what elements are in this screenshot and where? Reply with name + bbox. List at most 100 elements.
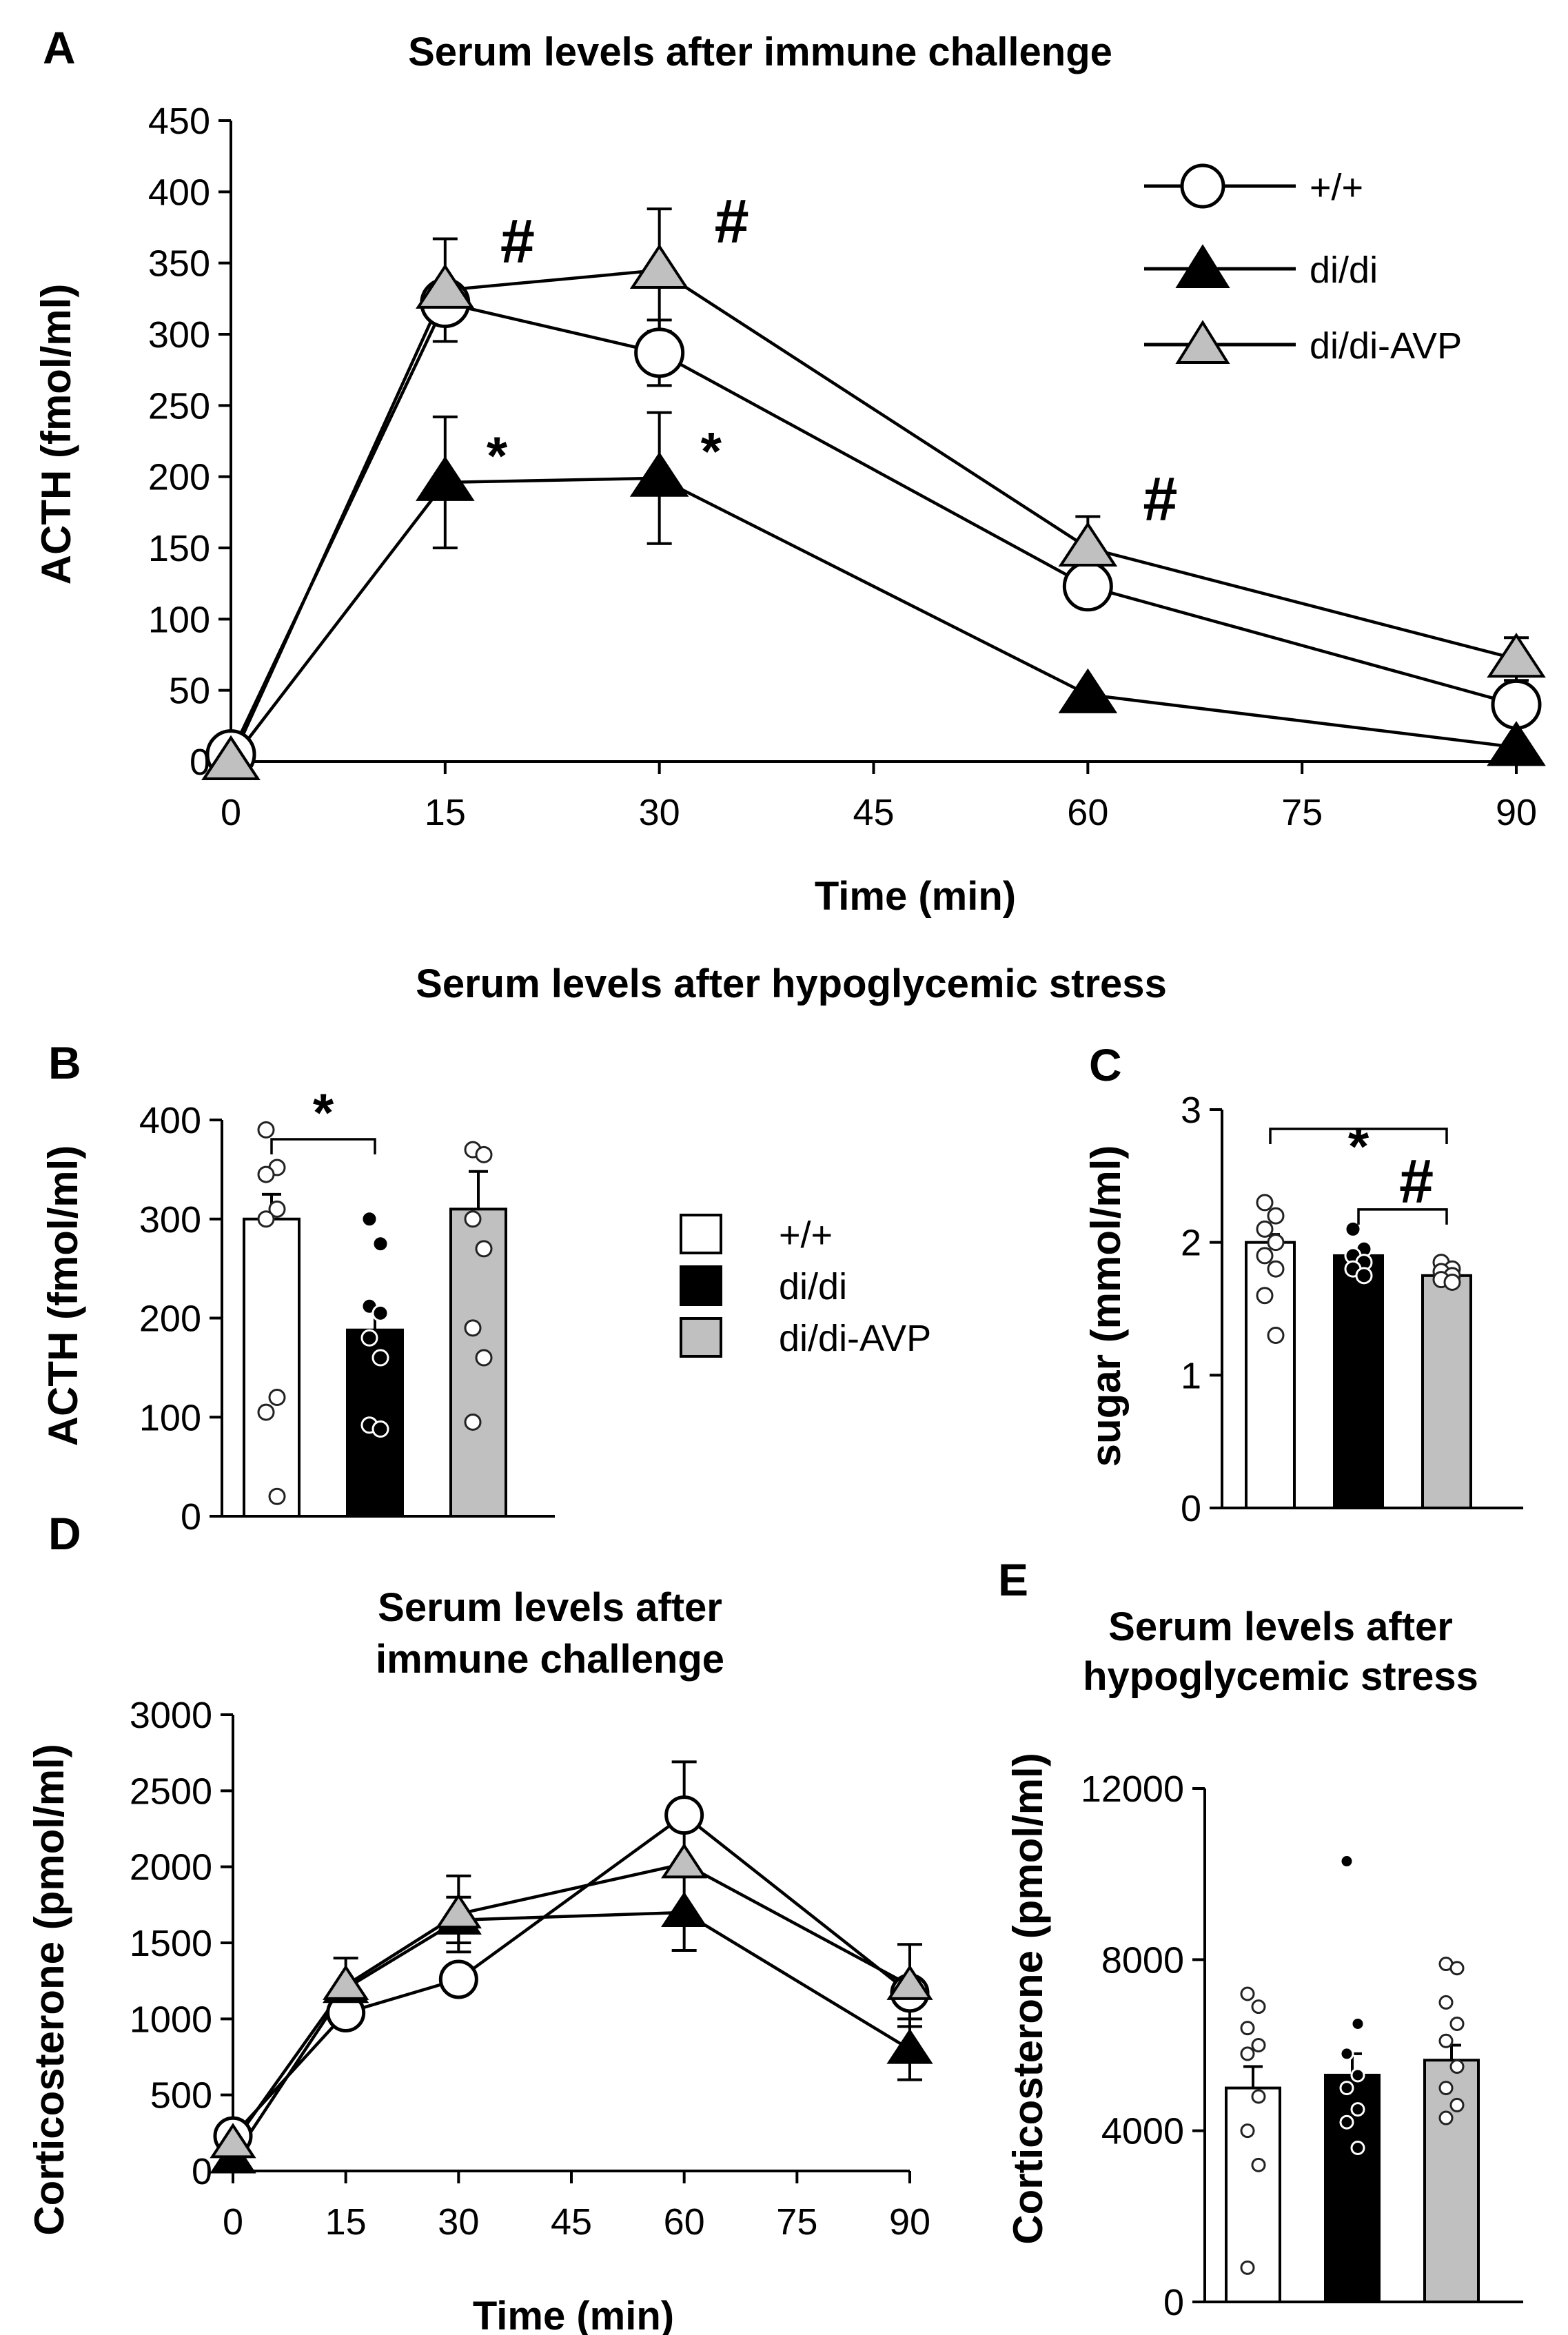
panel-a-series-di-di-line <box>230 476 1517 763</box>
panel-b-bar-di-di-datapoint <box>371 1304 389 1322</box>
panel-b-annotation: * <box>313 1082 334 1143</box>
panel-b-bar-wt-datapoint <box>268 1200 286 1218</box>
panel-e-bar-di-di-avp-datapoint <box>1449 2059 1465 2074</box>
panel-a-series-di-di-avp-point <box>1487 633 1546 678</box>
panel-d: D Serum levels after immune challenge Co… <box>26 1508 724 2335</box>
panel-d-series-di-di-point <box>661 1891 708 1927</box>
panel-b-bar-di-di-avp-datapoint <box>464 1413 482 1431</box>
panel-b-bar-di-di-datapoint <box>371 1235 389 1253</box>
panel-c-bar-di-di-datapoint <box>1344 1220 1362 1238</box>
panel-a-x-tick-label: 45 <box>853 792 894 833</box>
panel-e-plot: 0 4000 8000 12000 <box>1081 1768 1523 2323</box>
panel-a-title: Serum levels after immune challenge <box>408 30 1112 74</box>
panel-e-bar-di-di-avp-datapoint <box>1449 1961 1465 1976</box>
panel-b-bar-di-di-datapoint <box>371 1420 389 1438</box>
panel-d-x-tick-label: 45 <box>551 2201 592 2243</box>
panel-a-y-tick-label: 50 <box>169 671 210 712</box>
panel-c-y-tick-label: 2 <box>1181 1223 1201 1264</box>
panel-c-y-tick-label: 1 <box>1181 1355 1201 1396</box>
panel-d-series-di-di-avp-point <box>661 1843 708 1879</box>
panel-e-bar-di-di-avp <box>1423 2059 1480 2304</box>
panel-b-bar-di-di-avp-datapoint <box>464 1210 482 1228</box>
panel-e-letter: E <box>998 1554 1028 1605</box>
panel-d-x-tick-label: 30 <box>438 2201 479 2243</box>
panel-a: A Serum levels after immune challenge AC… <box>33 22 1462 919</box>
panel-d-series-di-di-line <box>232 1910 911 2160</box>
panel-e-y-tick-label: 0 <box>1163 2282 1184 2323</box>
panel-b-y-tick-label: 100 <box>139 1397 201 1438</box>
panel-a-x-tick-label: 60 <box>1067 792 1108 833</box>
panel-b-bar-di-di-avp-datapoint <box>475 1240 493 1258</box>
panel-e-title-line2: hypoglycemic stress <box>1083 1654 1478 1699</box>
panel-a-x-tick-label: 15 <box>425 792 466 833</box>
panel-a-annotation: * <box>701 421 722 482</box>
panel-b-bar-wt <box>243 1217 301 1518</box>
panel-b-bar-wt-datapoint <box>257 1165 275 1183</box>
panel-e-bar-di-di-datapoint <box>1339 2046 1354 2061</box>
legend-b-wt-label: +/+ <box>779 1214 833 1256</box>
panel-d-series-di-di-avp-point <box>210 2123 256 2159</box>
panel-a-x-tick-label: 30 <box>639 792 680 833</box>
panel-c-bar-wt-datapoint <box>1267 1207 1285 1225</box>
panel-d-y-label: Corticosterone (pmol/ml) <box>26 1744 72 2235</box>
panel-a-annotation: # <box>500 207 535 276</box>
panel-c-letter: C <box>1089 1039 1122 1090</box>
panel-a-annotation: * <box>487 425 508 486</box>
panel-e-bar-di-di-datapoint <box>1339 1854 1354 1869</box>
panel-d-x-tick-label: 60 <box>664 2201 705 2243</box>
panel-b-y-label: ACTH (fmol/ml) <box>40 1145 86 1447</box>
legend-avp-label: di/di-AVP <box>1310 325 1462 367</box>
panel-a-annotation: # <box>1143 465 1177 534</box>
panel-e-y-tick-label: 12000 <box>1081 1768 1184 1810</box>
panel-c-bar-wt-datapoint <box>1256 1247 1274 1265</box>
panel-b-y-tick-label: 400 <box>139 1100 201 1141</box>
panel-c-bar-di-di-datapoint <box>1355 1267 1373 1285</box>
panel-a-series-wt-point <box>1062 561 1113 612</box>
panel-e: E Serum levels after hypoglycemic stress… <box>998 1554 1478 2245</box>
panel-d-title-line1: Serum levels after <box>378 1585 722 1630</box>
panel-b-letter: B <box>48 1037 81 1088</box>
panel-e-bar-wt-datapoint <box>1251 1999 1266 2015</box>
panel-a-x-tick-label: 75 <box>1281 792 1323 833</box>
panel-d-letter: D <box>48 1508 81 1559</box>
panel-d-x-tick-label: 15 <box>325 2201 367 2243</box>
panel-e-bar-di-di-datapoint <box>1350 2016 1365 2031</box>
panel-a-y-tick-label: 350 <box>148 243 210 285</box>
panel-e-bar-di-di-datapoint <box>1350 2068 1365 2083</box>
panel-d-y-tick-label: 0 <box>192 2151 212 2192</box>
panel-c-bar-wt-datapoint <box>1256 1287 1274 1305</box>
legend-avp-marker <box>1175 320 1230 364</box>
panel-e-y-tick-label: 8000 <box>1101 1939 1184 1981</box>
panel-e-bar-di-di-datapoint <box>1350 2102 1365 2117</box>
legend-didi-marker <box>1175 244 1230 288</box>
panel-a-x-label: Time (min) <box>815 874 1016 919</box>
panel-d-series-di-di-avp-point <box>886 1964 933 2000</box>
panel-e-bar-wt-datapoint <box>1240 1986 1255 2001</box>
panel-d-series-di-di-point <box>886 2028 933 2064</box>
panel-a-series-wt-point <box>634 327 685 378</box>
panel-e-bar-di-di-datapoint <box>1350 2141 1365 2155</box>
panel-c-annotation: * <box>1348 1116 1370 1176</box>
panel-c-bar-di-di-avp-datapoint <box>1443 1273 1461 1291</box>
panel-a-legend: +/+ di/di di/di-AVP <box>1144 163 1462 367</box>
panel-d-title-line2: immune challenge <box>376 1637 724 1682</box>
panel-b-bar-wt-datapoint <box>268 1389 286 1406</box>
panel-d-plot: 0 500 1000 1500 2000 2500 3000 0 15 30 45 60 75 90 <box>130 1695 933 2243</box>
legend-b-didi-swatch <box>680 1265 722 1306</box>
panel-a-x-tick-label: 0 <box>221 792 241 833</box>
panel-e-bar-di-di-avp-datapoint <box>1438 2081 1454 2096</box>
panel-e-bar-di-di-avp-datapoint <box>1438 1995 1454 2010</box>
panel-a-y-tick-label: 450 <box>148 101 210 142</box>
panel-e-bar-di-di-datapoint <box>1339 2114 1354 2130</box>
panel-d-y-tick-label: 1000 <box>130 1999 212 2040</box>
panel-b-sig-bracket <box>270 1138 376 1154</box>
legend-b-wt-swatch <box>680 1214 722 1254</box>
panel-a-series-di-di-point <box>416 456 475 501</box>
panel-b-bar-wt-datapoint <box>257 1403 275 1421</box>
legend-wt-label: +/+ <box>1310 167 1363 208</box>
panel-c-y-tick-label: 0 <box>1181 1488 1201 1529</box>
panel-e-bar-wt-datapoint <box>1251 2089 1266 2104</box>
panel-c-bar-di-di <box>1333 1254 1384 1510</box>
panel-b-bar-di-di-datapoint <box>371 1349 389 1367</box>
panel-e-title-line1: Serum levels after <box>1108 1604 1453 1649</box>
